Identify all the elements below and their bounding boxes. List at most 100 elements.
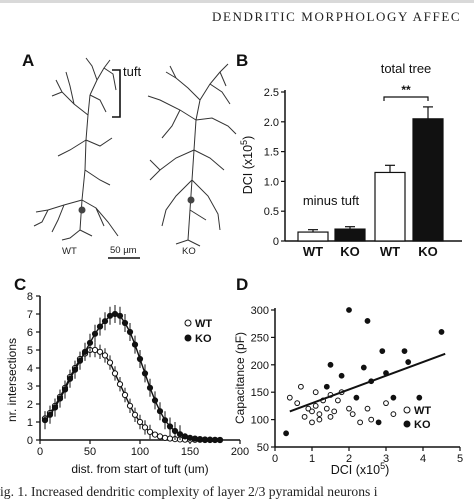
panel-d-point-ko [346, 307, 352, 313]
panel-c-point-wt [91, 346, 99, 354]
panel-c-point-ko [41, 417, 49, 424]
panel-c-point-ko [211, 436, 219, 443]
panel-b-ylabel: DCI (x105) [239, 136, 255, 195]
panel-c-point-ko [91, 330, 99, 337]
ko-soma [187, 196, 195, 204]
panel-d-x-tick-label: 5 [457, 453, 463, 465]
panel-c-point-ko [206, 436, 214, 443]
panel-c-point-wt [146, 428, 154, 435]
panel-a-letter: A [22, 51, 34, 70]
panel-c-point-ko [51, 404, 59, 411]
panel-b-bar [412, 118, 444, 242]
tuft-label: tuft [123, 64, 141, 79]
panel-b: B 0 0.5 1.0 1.5 2.0 2.5 WT KO WT KO minus tuft tot… [236, 51, 462, 259]
panel-d-point-wt [305, 405, 312, 412]
panel-c-x-tick-label: 200 [231, 446, 249, 458]
panel-c-legend-marker [184, 334, 192, 342]
panel-d: D 50 100 150 200 250 300 0 1 2 3 4 5 WT KO Capacitan… [233, 275, 463, 477]
panel-a: A tuft [22, 51, 237, 259]
panel-d-point-ko [360, 364, 367, 371]
panel-c-point-ko [136, 355, 144, 363]
panel-c-point-ko [86, 339, 94, 346]
panel-d-point-ko [327, 361, 334, 368]
wt-neuron-label: WT [62, 246, 77, 257]
panel-d-x-tick-label: 1 [309, 453, 315, 465]
panel-c-point-ko [126, 328, 134, 336]
panel-c-point-wt [111, 370, 119, 377]
panel-d-point-wt [312, 389, 319, 396]
panel-b-bar [334, 228, 366, 242]
figure-caption: ig. 1. Increased dendritic complexity of… [0, 484, 378, 499]
panel-c-point-wt [141, 424, 149, 431]
panel-d-point-wt [286, 394, 293, 401]
panel-c-legend-marker [184, 319, 192, 327]
panel-c-point-ko [216, 436, 224, 444]
panel-c-point-ko [66, 375, 74, 382]
panel-d-point-wt [335, 397, 341, 404]
panel-b-category-label: WT [303, 244, 323, 259]
panel-c-point-ko [201, 436, 209, 443]
panel-b-bar [297, 231, 329, 242]
panel-d-regression-line [289, 352, 446, 413]
panel-b-marks: WT KO WT KO minus tuft total tree ** [297, 61, 444, 259]
panel-b-category-label: KO [418, 244, 438, 259]
panel-d-y-tick-label: 150 [251, 387, 269, 399]
panel-d-point-wt [390, 411, 397, 418]
panel-c-point-ko [56, 395, 64, 402]
panel-c-point-wt [156, 433, 164, 440]
panel-c-y-tick-label: 8 [27, 291, 33, 303]
ko-neuron-tracing [147, 63, 237, 247]
panel-d-legend-marker [403, 420, 411, 428]
panel-c-point-ko [171, 427, 179, 435]
panel-c-point-wt [121, 391, 129, 399]
panel-c-y-tick-label: 6 [27, 327, 33, 339]
panel-c-y-tick-label: 0 [27, 435, 33, 447]
panel-d-point-wt [301, 413, 308, 420]
ko-neuron-label: KO [182, 246, 196, 257]
panel-d-x-tick-label: 3 [383, 453, 389, 465]
panel-d-point-wt [327, 413, 334, 420]
panel-c-marks: WT KO [41, 305, 224, 444]
panel-d-x-tick-label: 2 [346, 453, 352, 465]
panel-d-axes: 50 100 150 200 250 300 0 1 2 3 4 5 [251, 305, 463, 465]
panel-d-point-ko [283, 430, 290, 437]
panel-d-point-ko [364, 318, 371, 324]
panel-d-legend-label: KO [414, 419, 431, 431]
panel-c-y-tick-label: 5 [27, 345, 33, 357]
panel-b-category-label: KO [340, 244, 360, 259]
panel-b-group-label-minus-tuft: minus tuft [303, 193, 360, 208]
running-title: DENDRITIC MORPHOLOGY AFFEC [212, 9, 462, 24]
panel-d-letter: D [236, 275, 248, 294]
panel-d-point-ko [438, 329, 445, 335]
panel-c-point-wt [131, 411, 139, 418]
panel-c-point-ko [116, 312, 124, 319]
panel-d-point-ko [401, 348, 408, 355]
panel-b-y-tick-label: 2.5 [264, 87, 279, 99]
panel-d-point-ko [405, 359, 412, 365]
panel-d-point-ko [338, 372, 345, 379]
panel-c-x-tick-label: 50 [84, 446, 96, 458]
wt-soma [78, 206, 86, 214]
header-rule [0, 0, 474, 3]
panel-c-point-wt [151, 431, 159, 438]
panel-c-point-ko [191, 435, 199, 442]
panel-b-category-label: WT [380, 244, 400, 259]
panel-d-point-wt [364, 405, 371, 412]
panel-c-point-ko [176, 431, 184, 438]
panel-c-point-wt [96, 348, 104, 355]
panel-c-ylabel: nr. intersections [5, 338, 19, 422]
panel-c-point-ko [131, 341, 139, 348]
panel-c-y-tick-label: 2 [27, 399, 33, 411]
panel-d-legend-marker [403, 406, 411, 414]
panel-c-point-ko [141, 370, 149, 377]
panel-d-point-ko [323, 383, 330, 390]
panel-d-y-tick-label: 250 [251, 332, 269, 344]
panel-b-y-tick-label: 1.5 [264, 147, 279, 159]
panel-d-y-tick-label: 50 [257, 442, 269, 454]
panel-c-point-ko [151, 397, 159, 404]
panel-d-point-wt [331, 408, 338, 415]
panel-b-y-tick-label: 0.5 [264, 206, 279, 218]
panel-d-point-ko [379, 348, 386, 355]
page-header: DENDRITIC MORPHOLOGY AFFEC [0, 0, 474, 30]
panel-c-point-ko [81, 348, 89, 355]
